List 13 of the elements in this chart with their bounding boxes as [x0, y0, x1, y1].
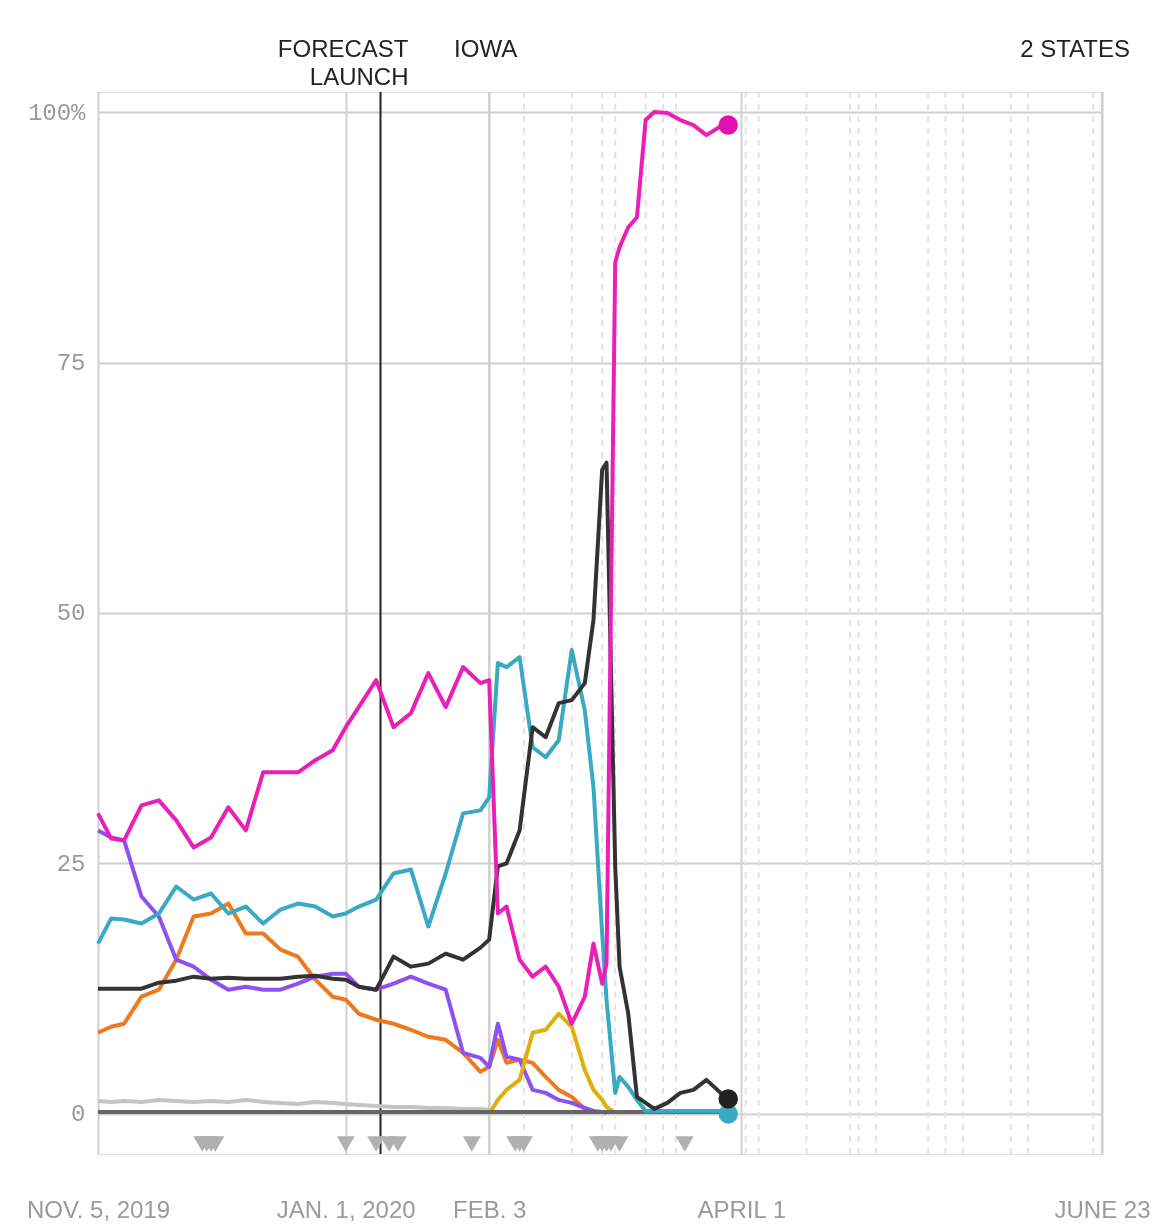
- ref-line-label: FORECAST LAUNCH: [277, 35, 409, 90]
- y-tick-label: 75: [56, 350, 86, 378]
- y-tick-label: 25: [56, 850, 86, 878]
- y-tick-label: 0: [71, 1101, 86, 1129]
- ref-line-label: 2 STATES: [1020, 35, 1130, 62]
- ref-line-label: IOWA: [454, 35, 518, 62]
- x-tick-label: JAN. 1, 2020: [276, 1195, 416, 1223]
- x-tick-label: FEB. 3: [452, 1195, 527, 1223]
- y-tick-label: 100%: [27, 99, 87, 127]
- x-tick-label: JUNE 23: [1054, 1195, 1151, 1223]
- x-tick-label: NOV. 5, 2019: [26, 1195, 171, 1223]
- y-tick-label: 50: [56, 600, 86, 628]
- x-tick-label: APRIL 1: [697, 1195, 787, 1223]
